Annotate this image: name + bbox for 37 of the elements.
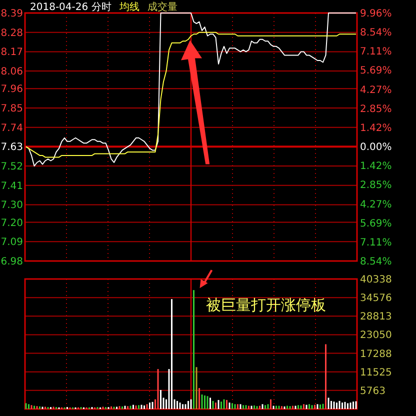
- y-tick-label: 11525: [360, 367, 392, 378]
- y-tick-label: 8.39: [0, 8, 23, 20]
- y-tick-label: 28813: [360, 312, 392, 323]
- y2-tick-label: 0.00%: [360, 142, 392, 154]
- header: 2018-04-26 分时 均线 成交量: [30, 2, 178, 13]
- y-tick-label: 7.85: [0, 103, 23, 114]
- y-tick-label: 7.30: [0, 200, 23, 212]
- y-tick-label: 40338: [360, 274, 392, 286]
- y2-tick-label: 7.11%: [360, 237, 392, 248]
- y-tick-label: 8.06: [0, 66, 23, 78]
- y2-tick-label: 9.96%: [360, 8, 392, 20]
- y2-tick-label: 4.27%: [360, 199, 392, 210]
- y2-tick-label: 2.85%: [360, 104, 392, 115]
- y-tick-label: 17288: [360, 348, 392, 360]
- y2-tick-label: 1.42%: [360, 161, 392, 172]
- y-tick-label: 7.52: [0, 162, 23, 173]
- y-tick-label: 34576: [360, 293, 392, 304]
- y-tick-label: 7.96: [0, 84, 23, 96]
- y-tick-label: 8.28: [0, 28, 23, 39]
- y-tick-label: 7.63: [0, 142, 23, 154]
- y-tick-label: 7.09: [0, 237, 23, 248]
- y2-tick-label: 5.69%: [360, 66, 392, 77]
- y2-tick-label: 2.85%: [360, 180, 392, 192]
- y2-tick-label: 7.11%: [360, 46, 392, 58]
- y-tick-label: 7.41: [0, 180, 23, 192]
- y2-tick-label: 8.54%: [360, 256, 392, 268]
- y-tick-label: 23050: [360, 330, 392, 342]
- y-tick-label: 7.20: [0, 218, 23, 229]
- y2-tick-label: 5.69%: [360, 218, 392, 230]
- y-tick-label: 7.74: [0, 122, 23, 134]
- annotation: 被巨量打开涨停板: [206, 296, 326, 314]
- y-tick-label: 5763: [360, 386, 386, 397]
- y2-tick-label: 8.54%: [360, 28, 392, 39]
- y-tick-label: 6.98: [0, 256, 23, 268]
- y-tick-label: 8.17: [0, 47, 23, 58]
- y2-tick-label: 1.42%: [360, 122, 392, 134]
- y2-tick-label: 4.27%: [360, 84, 392, 96]
